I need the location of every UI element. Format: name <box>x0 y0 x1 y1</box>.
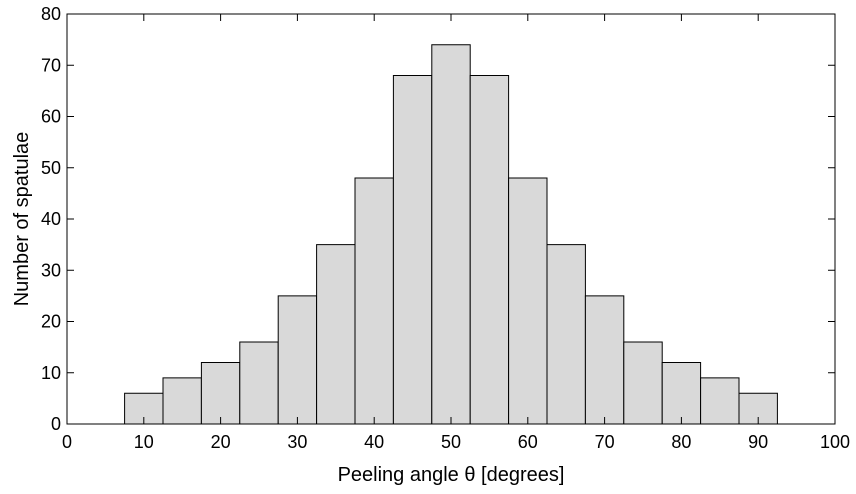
y-tick-label-60: 60 <box>41 107 61 127</box>
bar-25 <box>239 341 279 425</box>
bar-80 <box>661 362 702 425</box>
x-tick-label-100: 100 <box>820 432 850 452</box>
y-tick-label-0: 0 <box>51 414 61 434</box>
x-tick-label-20: 20 <box>211 432 231 452</box>
bar-35 <box>316 244 356 425</box>
bar-70 <box>584 295 625 425</box>
ticks-group: 0 10 20 30 40 50 60 70 80 90 100 0 10 20 30 40 50 60 70 80 <box>41 4 850 452</box>
y-tick-label-20: 20 <box>41 312 61 332</box>
bar-40 <box>354 177 394 425</box>
bar-30 <box>277 295 318 425</box>
x-tick-label-10: 10 <box>134 432 154 452</box>
x-tick-label-0: 0 <box>62 432 72 452</box>
x-tick-label-90: 90 <box>748 432 768 452</box>
bar-55 <box>469 75 510 425</box>
bar-60 <box>508 177 548 425</box>
y-tick-label-30: 30 <box>41 260 61 280</box>
bar-45 <box>392 75 433 425</box>
bar-15 <box>162 377 202 425</box>
y-tick-label-50: 50 <box>41 158 61 178</box>
bars-group <box>124 44 778 425</box>
bar-85 <box>700 377 740 425</box>
bar-20 <box>200 362 241 425</box>
y-tick-label-70: 70 <box>41 55 61 75</box>
x-tick-label-70: 70 <box>595 432 615 452</box>
y-tick-label-80: 80 <box>41 4 61 24</box>
y-tick-label-40: 40 <box>41 209 61 229</box>
bar-50 <box>431 44 471 425</box>
x-tick-label-80: 80 <box>671 432 691 452</box>
x-tick-label-60: 60 <box>518 432 538 452</box>
x-tick-label-40: 40 <box>364 432 384 452</box>
x-axis-label: Peeling angle θ [degrees] <box>338 464 565 486</box>
bar-65 <box>546 244 586 425</box>
x-tick-label-30: 30 <box>287 432 307 452</box>
y-tick-label-10: 10 <box>41 363 61 383</box>
bar-75 <box>623 341 663 425</box>
y-axis-label: Number of spatulae <box>11 132 33 307</box>
x-tick-label-50: 50 <box>441 432 461 452</box>
